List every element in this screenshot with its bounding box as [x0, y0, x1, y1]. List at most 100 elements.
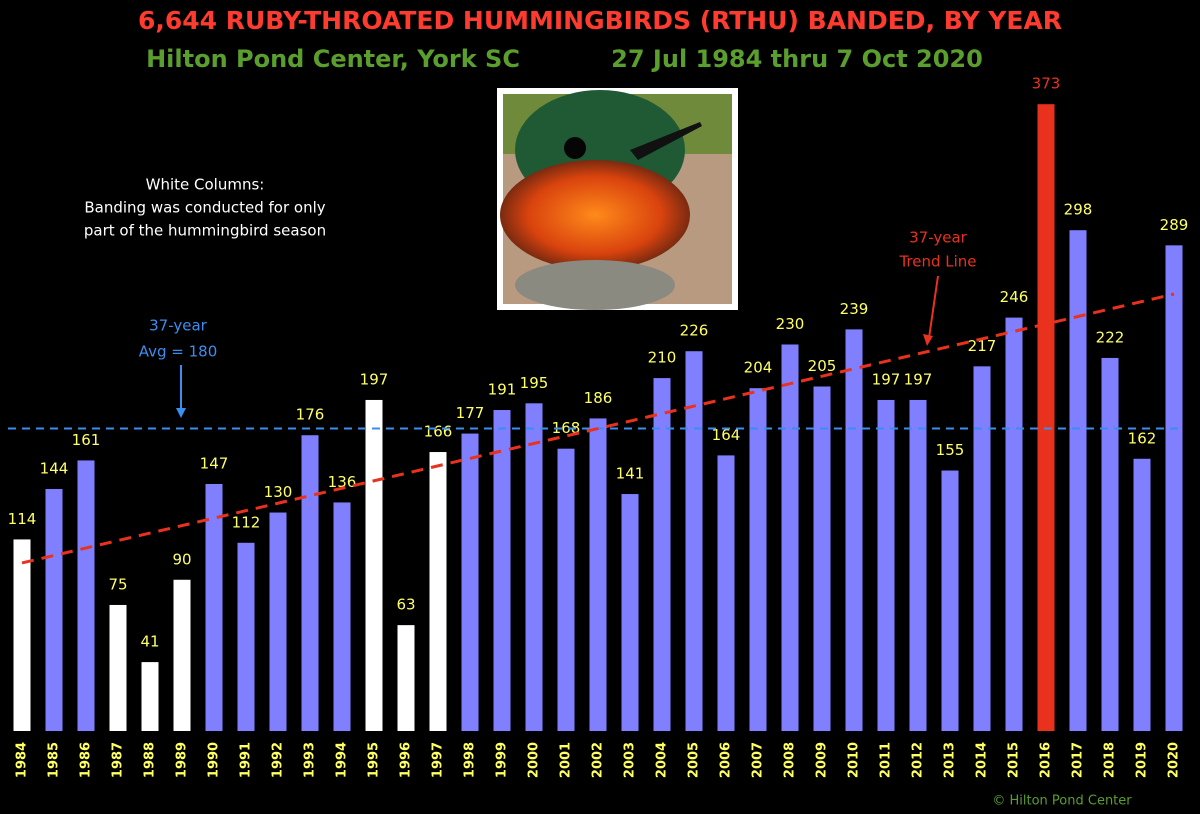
value-label: 112 — [232, 513, 261, 531]
bar — [1133, 458, 1151, 731]
value-label: 210 — [648, 349, 677, 367]
x-tick-label: 2017 — [1071, 742, 1086, 778]
value-label: 144 — [40, 460, 69, 478]
value-label: 197 — [872, 370, 901, 388]
bar — [493, 410, 511, 731]
x-tick-label: 1988 — [143, 742, 158, 778]
bar — [941, 470, 959, 731]
x-tick-label: 2011 — [879, 742, 894, 778]
x-tick-label: 2010 — [847, 742, 862, 778]
value-label: 246 — [1000, 288, 1029, 306]
value-label: 136 — [328, 473, 357, 491]
x-tick-label: 2009 — [815, 742, 830, 778]
trend-arrow — [928, 275, 939, 339]
x-tick-label: 1993 — [303, 742, 318, 778]
x-tick-label: 2002 — [591, 742, 606, 778]
value-label: 41 — [140, 633, 159, 651]
bar — [365, 399, 383, 731]
x-tick-label: 2003 — [623, 742, 638, 778]
value-label: 177 — [456, 404, 485, 422]
bar — [845, 329, 863, 731]
bar — [653, 378, 671, 731]
bar — [685, 351, 703, 731]
value-label: 176 — [296, 406, 325, 424]
bar — [1037, 104, 1055, 732]
x-tick-label: 2014 — [975, 742, 990, 778]
bar — [173, 579, 191, 731]
x-tick-label: 1991 — [239, 742, 254, 778]
bar — [397, 625, 415, 731]
value-label: 197 — [360, 370, 389, 388]
bar — [1005, 317, 1023, 731]
bar — [1069, 230, 1087, 731]
x-tick-label: 1999 — [495, 742, 510, 778]
bar — [813, 386, 831, 731]
bar — [237, 542, 255, 731]
value-label: 114 — [8, 510, 37, 528]
x-tick-label: 1995 — [367, 742, 382, 778]
x-tick-label: 1985 — [47, 742, 62, 778]
bar — [333, 502, 351, 731]
x-tick-label: 2015 — [1007, 742, 1022, 778]
value-label: 161 — [72, 431, 101, 449]
x-tick-label: 1987 — [111, 742, 126, 778]
value-label: 373 — [1032, 75, 1061, 93]
x-tick-label: 2016 — [1039, 742, 1054, 778]
x-tick-label: 2019 — [1135, 742, 1150, 778]
photo — [497, 88, 738, 310]
bar — [13, 539, 31, 731]
bar — [45, 489, 63, 731]
bar — [621, 494, 639, 731]
note: Banding was conducted for only — [84, 199, 325, 217]
x-tick-label: 2008 — [783, 742, 798, 778]
bar — [909, 399, 927, 731]
note: part of the hummingbird season — [84, 222, 326, 240]
x-tick-label: 1989 — [175, 742, 190, 778]
value-label: 217 — [968, 337, 997, 355]
bar — [781, 344, 799, 731]
value-label: 162 — [1128, 429, 1157, 447]
bar — [429, 452, 447, 731]
value-label: 168 — [552, 419, 581, 437]
value-label: 191 — [488, 381, 517, 399]
x-tick-label: 2012 — [911, 742, 926, 778]
subtitle: Hilton Pond Center, York SC — [146, 45, 520, 73]
value-label: 222 — [1096, 328, 1125, 346]
trend-line — [21, 292, 1175, 565]
x-tick-label: 2005 — [687, 742, 702, 778]
value-label: 130 — [264, 483, 293, 501]
bar — [109, 604, 127, 731]
bar — [1165, 245, 1183, 732]
bar — [301, 435, 319, 731]
value-label: 147 — [200, 454, 229, 472]
value-label: 239 — [840, 300, 869, 318]
value-label: 226 — [680, 322, 709, 340]
value-label: 230 — [776, 315, 805, 333]
value-label: 164 — [712, 426, 741, 444]
x-tick-label: 2004 — [655, 742, 670, 778]
bar — [973, 366, 991, 731]
bar — [205, 483, 223, 731]
bar — [269, 512, 287, 731]
bar — [717, 455, 735, 731]
trend-arrowhead — [923, 334, 933, 346]
bar — [1101, 357, 1119, 731]
value-label: 205 — [808, 357, 837, 375]
avg-annotation: Avg = 180 — [139, 343, 218, 361]
x-tick-label: 2013 — [943, 742, 958, 778]
bar — [877, 399, 895, 731]
value-label: 75 — [108, 575, 127, 593]
bar — [141, 662, 159, 731]
subtitle: 27 Jul 1984 thru 7 Oct 2020 — [611, 45, 983, 73]
trend-annotation: 37-year — [909, 229, 968, 247]
x-tick-label: 1997 — [431, 742, 446, 778]
x-tick-label: 1994 — [335, 742, 350, 778]
value-label: 197 — [904, 370, 933, 388]
value-label: 298 — [1064, 201, 1093, 219]
note: White Columns: — [146, 176, 265, 194]
bar — [557, 448, 575, 731]
x-tick-label: 1990 — [207, 742, 222, 778]
value-label: 204 — [744, 359, 773, 377]
